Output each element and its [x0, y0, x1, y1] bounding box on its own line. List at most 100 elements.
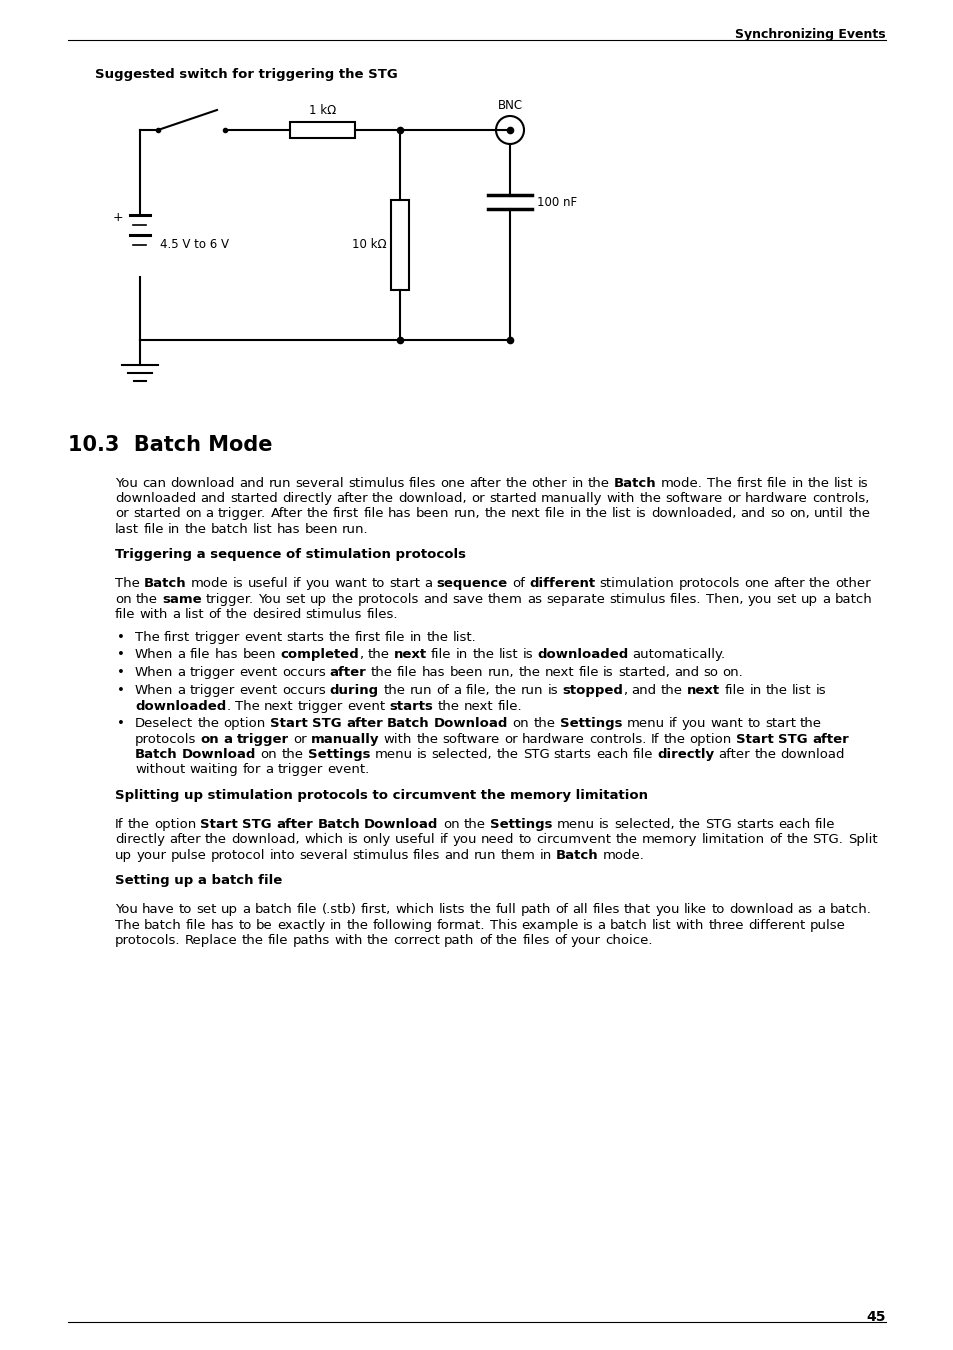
- Text: the: the: [184, 522, 206, 536]
- Text: files: files: [408, 477, 436, 490]
- Text: next: next: [463, 699, 493, 713]
- Text: want: want: [334, 578, 367, 590]
- Text: protocol: protocol: [211, 849, 265, 861]
- Text: run.: run.: [342, 522, 369, 536]
- Text: list: list: [253, 522, 273, 536]
- Text: the: the: [807, 477, 829, 490]
- Text: Batch: Batch: [135, 748, 177, 761]
- Text: on,: on,: [788, 508, 809, 520]
- Text: trigger.: trigger.: [206, 593, 253, 606]
- Text: +: +: [112, 211, 123, 224]
- Text: several: several: [294, 477, 343, 490]
- Text: full: full: [496, 903, 516, 917]
- Text: different: different: [747, 918, 804, 932]
- Text: different: different: [529, 578, 595, 590]
- Text: Deselect: Deselect: [135, 717, 193, 730]
- Text: list: list: [791, 684, 811, 698]
- Text: the: the: [660, 684, 682, 698]
- Text: a: a: [177, 667, 186, 679]
- Text: STG: STG: [522, 748, 549, 761]
- Text: the: the: [426, 630, 448, 644]
- Text: after: after: [335, 493, 367, 505]
- Text: on: on: [512, 717, 529, 730]
- Text: need: need: [480, 833, 515, 846]
- Text: Batch: Batch: [614, 477, 657, 490]
- Text: a: a: [177, 648, 186, 662]
- Text: circumvent: circumvent: [536, 833, 611, 846]
- Text: been: been: [449, 667, 482, 679]
- Text: You: You: [115, 477, 138, 490]
- Text: or: or: [471, 493, 484, 505]
- Text: file: file: [268, 934, 288, 946]
- Text: pulse: pulse: [809, 918, 844, 932]
- Text: first: first: [355, 630, 380, 644]
- Text: •: •: [117, 717, 125, 730]
- Text: waiting: waiting: [190, 763, 238, 776]
- Text: the: the: [241, 934, 263, 946]
- Text: Batch: Batch: [317, 818, 359, 832]
- Text: next: next: [687, 684, 720, 698]
- Text: (.stb): (.stb): [321, 903, 356, 917]
- Text: stimulus: stimulus: [348, 477, 404, 490]
- Text: of: of: [478, 934, 491, 946]
- Text: file: file: [724, 684, 744, 698]
- Text: on: on: [185, 508, 201, 520]
- Text: example: example: [520, 918, 578, 932]
- Text: download,: download,: [232, 833, 299, 846]
- Text: the: the: [197, 717, 219, 730]
- Text: file: file: [632, 748, 652, 761]
- Text: file: file: [431, 648, 451, 662]
- Text: Setting up a batch file: Setting up a batch file: [115, 875, 282, 887]
- Text: menu: menu: [374, 748, 412, 761]
- Text: been: been: [304, 522, 337, 536]
- Text: or: or: [293, 733, 307, 745]
- Text: set: set: [196, 903, 217, 917]
- Text: starts: starts: [736, 818, 773, 832]
- Text: hardware: hardware: [521, 733, 584, 745]
- Text: set: set: [285, 593, 306, 606]
- Text: Start: Start: [200, 818, 238, 832]
- Text: on: on: [115, 593, 132, 606]
- Text: If: If: [115, 818, 123, 832]
- Text: option: option: [153, 818, 196, 832]
- Text: started,: started,: [618, 667, 669, 679]
- Text: Suggested switch for triggering the STG: Suggested switch for triggering the STG: [95, 68, 397, 81]
- Text: with: with: [675, 918, 703, 932]
- Text: occurs: occurs: [281, 684, 325, 698]
- Text: to: to: [518, 833, 532, 846]
- Text: batch: batch: [834, 593, 871, 606]
- Text: in: in: [749, 684, 760, 698]
- Text: has: has: [276, 522, 300, 536]
- Text: the: the: [331, 593, 353, 606]
- Text: file: file: [766, 477, 786, 490]
- Text: trigger: trigger: [297, 699, 342, 713]
- Text: is: is: [233, 578, 243, 590]
- Text: list: list: [612, 508, 631, 520]
- Text: last: last: [115, 522, 139, 536]
- Text: the: the: [765, 684, 787, 698]
- Text: files.: files.: [366, 608, 397, 621]
- Text: manually: manually: [311, 733, 379, 745]
- Text: Batch: Batch: [556, 849, 598, 861]
- Text: is: is: [547, 684, 558, 698]
- Text: the: the: [533, 717, 555, 730]
- Text: the: the: [754, 748, 776, 761]
- Text: has: has: [421, 667, 445, 679]
- Text: is: is: [522, 648, 533, 662]
- Text: the: the: [372, 493, 394, 505]
- Text: a: a: [816, 903, 824, 917]
- Text: run,: run,: [487, 667, 514, 679]
- Text: software: software: [442, 733, 499, 745]
- Text: save: save: [452, 593, 483, 606]
- Text: the: the: [281, 748, 303, 761]
- Text: and: and: [423, 593, 448, 606]
- Text: file: file: [190, 648, 211, 662]
- Text: started: started: [489, 493, 537, 505]
- Text: directly: directly: [281, 493, 332, 505]
- Text: or: or: [503, 733, 517, 745]
- Text: your: your: [136, 849, 166, 861]
- Text: in: in: [456, 648, 468, 662]
- Text: the: the: [494, 684, 517, 698]
- Text: •: •: [117, 667, 125, 679]
- Text: Download: Download: [182, 748, 256, 761]
